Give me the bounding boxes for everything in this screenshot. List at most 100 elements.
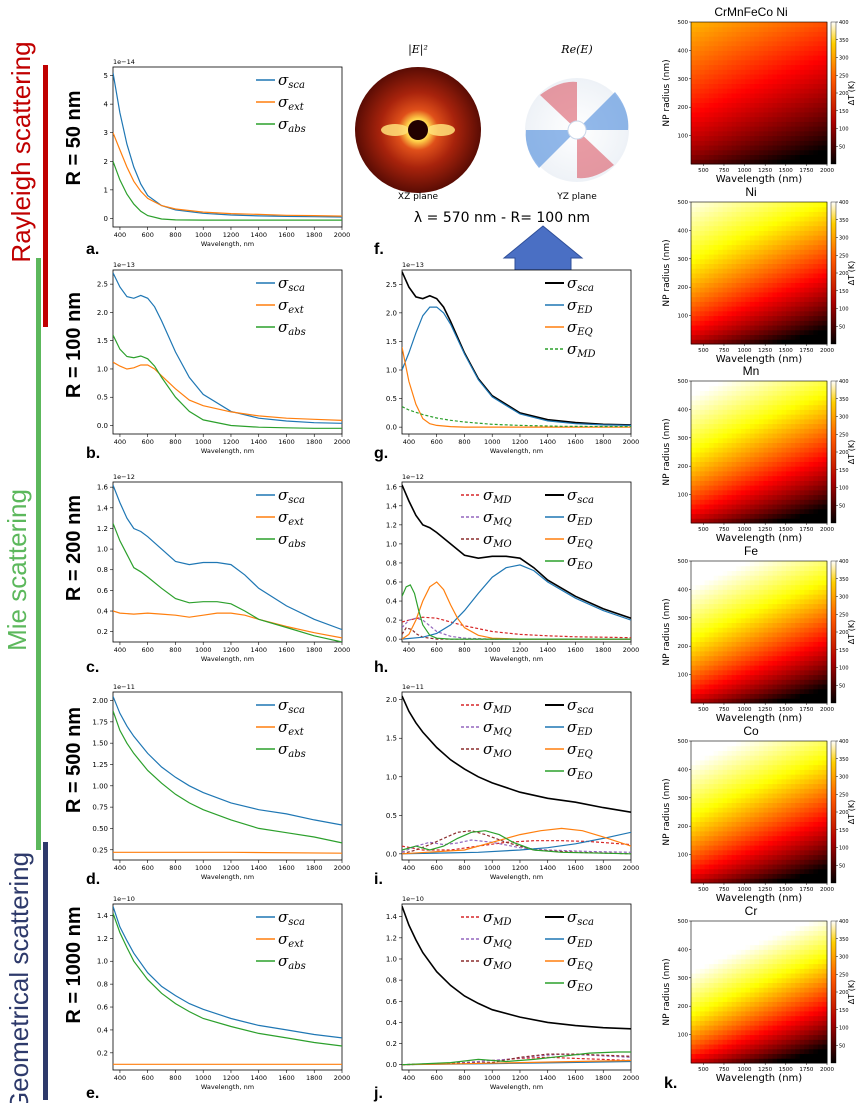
heatmap-cell xyxy=(754,296,760,302)
heatmap-cell xyxy=(763,452,769,458)
heatmap-cell xyxy=(768,249,774,255)
heatmap-cell xyxy=(754,211,760,217)
heatmap-cell xyxy=(763,390,769,396)
y-tick-label: 1.6 xyxy=(386,483,398,491)
x-tick-label: 1400 xyxy=(250,646,267,654)
heatmap-cell xyxy=(718,220,724,227)
heatmap-cell xyxy=(795,102,801,108)
heatmap-cell xyxy=(740,764,746,770)
heatmap-cell xyxy=(799,31,805,37)
heatmap-cell xyxy=(777,320,783,326)
heatmap-cell xyxy=(763,816,769,822)
heatmap-cell xyxy=(808,404,814,410)
heatmap-cell xyxy=(695,793,701,799)
heatmap-y-tick-label: 200 xyxy=(678,105,689,111)
field-lobe-right xyxy=(427,124,455,136)
heatmap-cell xyxy=(722,277,728,283)
panel-letter-f: f. xyxy=(374,241,384,258)
heatmap-cell xyxy=(749,807,755,813)
heatmap-cell xyxy=(817,107,823,113)
heatmap-cell xyxy=(804,339,810,345)
heatmap-cell xyxy=(713,646,719,652)
heatmap-cell xyxy=(709,404,715,410)
heatmap-cell xyxy=(704,437,710,444)
heatmap-cell xyxy=(799,489,805,496)
heatmap-cell xyxy=(718,202,724,208)
heatmap-cell xyxy=(727,249,733,255)
heatmap-cell xyxy=(727,849,733,856)
heatmap-cell xyxy=(718,296,724,302)
heatmap-cell xyxy=(799,88,805,94)
heatmap-cell xyxy=(822,97,828,103)
heatmap-cell xyxy=(691,149,697,156)
heatmap-cell xyxy=(763,154,769,160)
heatmap-cell xyxy=(749,385,755,391)
y-tick-label: 0.8 xyxy=(386,977,397,985)
heatmap-cell xyxy=(731,570,737,576)
heatmap-cell xyxy=(822,428,828,434)
heatmap-cell xyxy=(790,646,796,652)
heatmap-cell xyxy=(781,830,787,837)
heatmap-cell xyxy=(804,97,810,103)
heatmap-cell xyxy=(736,277,742,283)
heatmap-cell xyxy=(763,504,769,510)
heatmap-cell xyxy=(772,339,778,345)
heatmap-cell xyxy=(781,395,787,401)
heatmap-cell xyxy=(740,202,746,208)
heatmap-cell xyxy=(822,684,828,690)
heatmap-cell xyxy=(754,584,760,590)
series-line-abs xyxy=(113,161,342,221)
heatmap-cell xyxy=(804,414,810,420)
heatmap-x-tick-label: 750 xyxy=(719,527,730,533)
field-lobe-blue-left xyxy=(525,130,577,168)
heatmap-cell xyxy=(795,693,801,699)
heatmap-cell xyxy=(813,126,819,132)
x-tick-label: 1200 xyxy=(223,438,240,446)
colorbar-tick-label: 400 xyxy=(839,20,849,26)
heatmap-cell xyxy=(754,216,760,222)
heatmap-cell xyxy=(722,268,728,274)
x-tick-label: 1800 xyxy=(595,1074,612,1082)
heatmap-cell xyxy=(727,31,733,37)
heatmap-cell xyxy=(736,632,742,638)
heatmap-cell xyxy=(804,282,810,288)
heatmap-cell xyxy=(813,381,819,387)
heatmap-cell xyxy=(813,665,819,671)
heatmap-cell xyxy=(759,741,765,747)
heatmap-cell xyxy=(704,688,710,695)
heatmap-cell xyxy=(722,741,728,747)
heatmap-cell xyxy=(691,575,697,581)
heatmap-cell xyxy=(740,206,746,212)
heatmap-cell xyxy=(768,334,774,340)
heatmap-cell xyxy=(736,807,742,813)
heatmap-cell xyxy=(777,669,783,676)
heatmap-cell xyxy=(740,499,746,505)
heatmap-cell xyxy=(754,315,760,321)
heatmap-cell xyxy=(777,202,783,208)
heatmap-cell xyxy=(718,135,724,141)
heatmap-cell xyxy=(695,230,701,236)
heatmap-cell xyxy=(704,83,710,89)
heatmap-cell xyxy=(749,854,755,860)
heatmap-frame xyxy=(690,201,828,345)
heatmap-cell xyxy=(786,282,792,288)
heatmap-cell xyxy=(799,447,805,453)
colorbar-tick-label: 200 xyxy=(839,91,849,97)
heatmap-cell xyxy=(718,442,724,448)
heatmap-cell xyxy=(695,513,701,519)
heatmap-cell xyxy=(786,306,792,312)
heatmap-cell xyxy=(740,291,746,298)
heatmap-cell xyxy=(745,206,751,212)
heatmap-cell xyxy=(740,854,746,860)
heatmap-cell xyxy=(754,575,760,581)
heatmap-cell xyxy=(749,244,755,250)
heatmap-cell xyxy=(695,329,701,336)
y-tick-label: 1.6 xyxy=(97,484,109,492)
heatmap-cell xyxy=(790,433,796,439)
heatmap-cell xyxy=(731,287,737,293)
series-line-md xyxy=(402,1056,631,1066)
legend-symbol: σ xyxy=(483,530,494,548)
heatmap-cell xyxy=(722,873,728,879)
heatmap-cell xyxy=(772,461,778,467)
heatmap-cell xyxy=(745,88,751,94)
